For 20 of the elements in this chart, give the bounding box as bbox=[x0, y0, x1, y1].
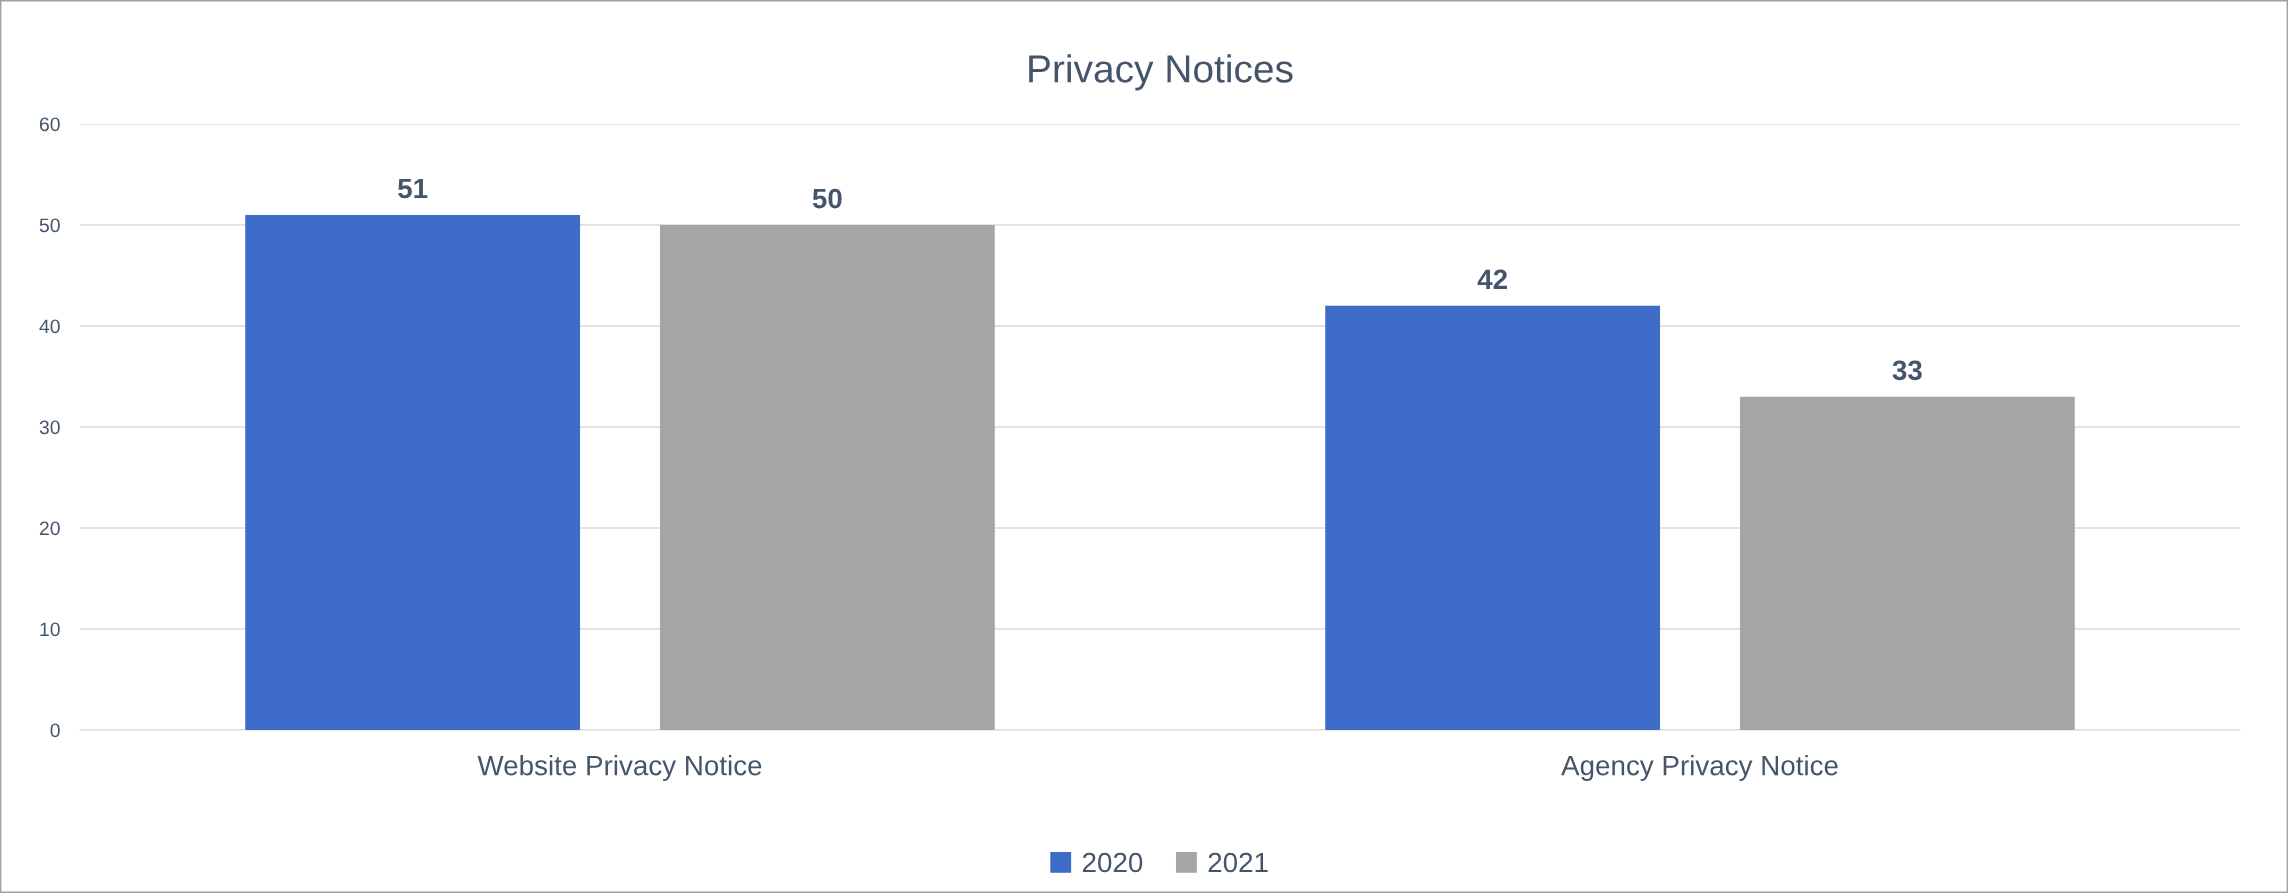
data-label: 42 bbox=[1477, 269, 1507, 289]
data-label: 50 bbox=[812, 188, 842, 209]
y-tick-label: 40 bbox=[39, 319, 60, 334]
chart-title: Privacy Notices bbox=[1029, 54, 1293, 91]
bar bbox=[659, 225, 995, 730]
y-tick-label: 60 bbox=[39, 117, 60, 132]
bar bbox=[1325, 305, 1661, 730]
data-label: 33 bbox=[1892, 360, 1922, 381]
x-tick-label: Website Privacy Notice bbox=[477, 755, 762, 781]
y-tick-label: 50 bbox=[39, 218, 60, 233]
y-tick-label: 10 bbox=[40, 622, 60, 637]
y-tick-label: 30 bbox=[39, 420, 60, 435]
data-label: 51 bbox=[398, 178, 428, 199]
y-tick-label: 0 bbox=[50, 723, 60, 738]
bar bbox=[245, 214, 581, 730]
x-tick-label: Agency Privacy Notice bbox=[1561, 755, 1838, 781]
bar bbox=[1739, 396, 2075, 730]
legend-label: 2020 bbox=[1082, 852, 1143, 873]
legend-label: 2021 bbox=[1208, 852, 1268, 873]
y-tick-label: 20 bbox=[39, 521, 60, 536]
